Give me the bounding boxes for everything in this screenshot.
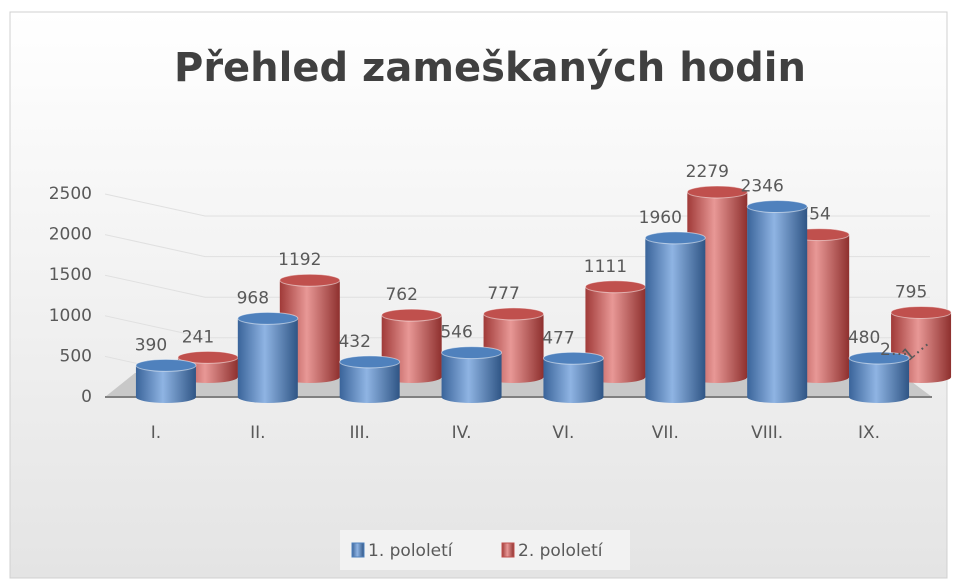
bar-top [441, 346, 503, 360]
y-tick-label: 2000 [49, 225, 92, 245]
value-label: 1111 [584, 257, 627, 277]
bar-top [746, 200, 808, 214]
bar-top [848, 351, 910, 365]
bar-bottom [543, 391, 604, 403]
value-label: 480 [848, 328, 880, 348]
bar [237, 311, 299, 403]
legend-swatch [351, 542, 365, 558]
bar-top [542, 351, 604, 365]
value-label: 477 [542, 328, 574, 348]
bar [644, 231, 706, 403]
annotation: 2… [880, 340, 908, 360]
value-label: 762 [385, 285, 417, 305]
value-label: 546 [440, 323, 472, 343]
x-tick-label: III. [349, 423, 369, 443]
bar [542, 351, 604, 403]
legend-label: 1. pololetí [368, 541, 454, 561]
bar [848, 351, 910, 403]
value-label: 1192 [278, 250, 321, 270]
legend-swatch [501, 542, 515, 558]
bar-top [890, 305, 952, 319]
value-label: 241 [182, 327, 214, 347]
y-tick-label: 0 [81, 387, 92, 407]
x-tick-label: VI. [552, 423, 574, 443]
value-label: 390 [135, 335, 167, 355]
bar-top [381, 308, 443, 322]
y-tick-label: 500 [60, 346, 92, 366]
bar-bottom [747, 391, 808, 403]
bar-bottom [237, 391, 298, 403]
x-tick-label: VII. [652, 423, 679, 443]
value-label: 432 [338, 332, 370, 352]
bar-bottom [135, 391, 196, 403]
bar-bottom [441, 391, 502, 403]
bar-body [237, 318, 298, 397]
legend-label: 2. pololetí [518, 541, 604, 561]
legend [340, 530, 630, 570]
bar-top [237, 311, 299, 325]
bar-bottom [849, 391, 910, 403]
bar-body [441, 352, 502, 397]
y-tick-label: 1500 [49, 265, 92, 285]
value-label: 795 [895, 282, 927, 302]
bar-top [339, 355, 401, 369]
x-tick-label: VIII. [751, 423, 783, 443]
y-tick-label: 1000 [49, 306, 92, 326]
bar [135, 358, 197, 403]
value-label: 1960 [639, 208, 682, 228]
bar-top [584, 280, 646, 294]
bar-bottom [645, 391, 706, 403]
x-tick-label: IX. [858, 423, 880, 443]
bar-body [645, 237, 706, 397]
bar-top [686, 185, 748, 199]
bar-top [279, 273, 341, 287]
bar [339, 355, 401, 403]
x-tick-label: IV. [452, 423, 472, 443]
bar-body [747, 206, 808, 397]
x-tick-label: II. [250, 423, 265, 443]
bar-top [135, 358, 197, 372]
chart-title: Přehled zameškaných hodin [174, 45, 806, 91]
y-tick-label: 2500 [49, 184, 92, 204]
value-label: 2346 [741, 177, 784, 197]
value-label: 2279 [686, 162, 729, 182]
bar-bottom [339, 391, 400, 403]
value-label: 777 [487, 284, 519, 304]
value-label: 968 [237, 288, 269, 308]
bar-top [644, 231, 706, 245]
bar [746, 200, 808, 403]
bar [441, 346, 503, 403]
x-tick-label: I. [151, 423, 161, 443]
bar-top [483, 307, 545, 321]
